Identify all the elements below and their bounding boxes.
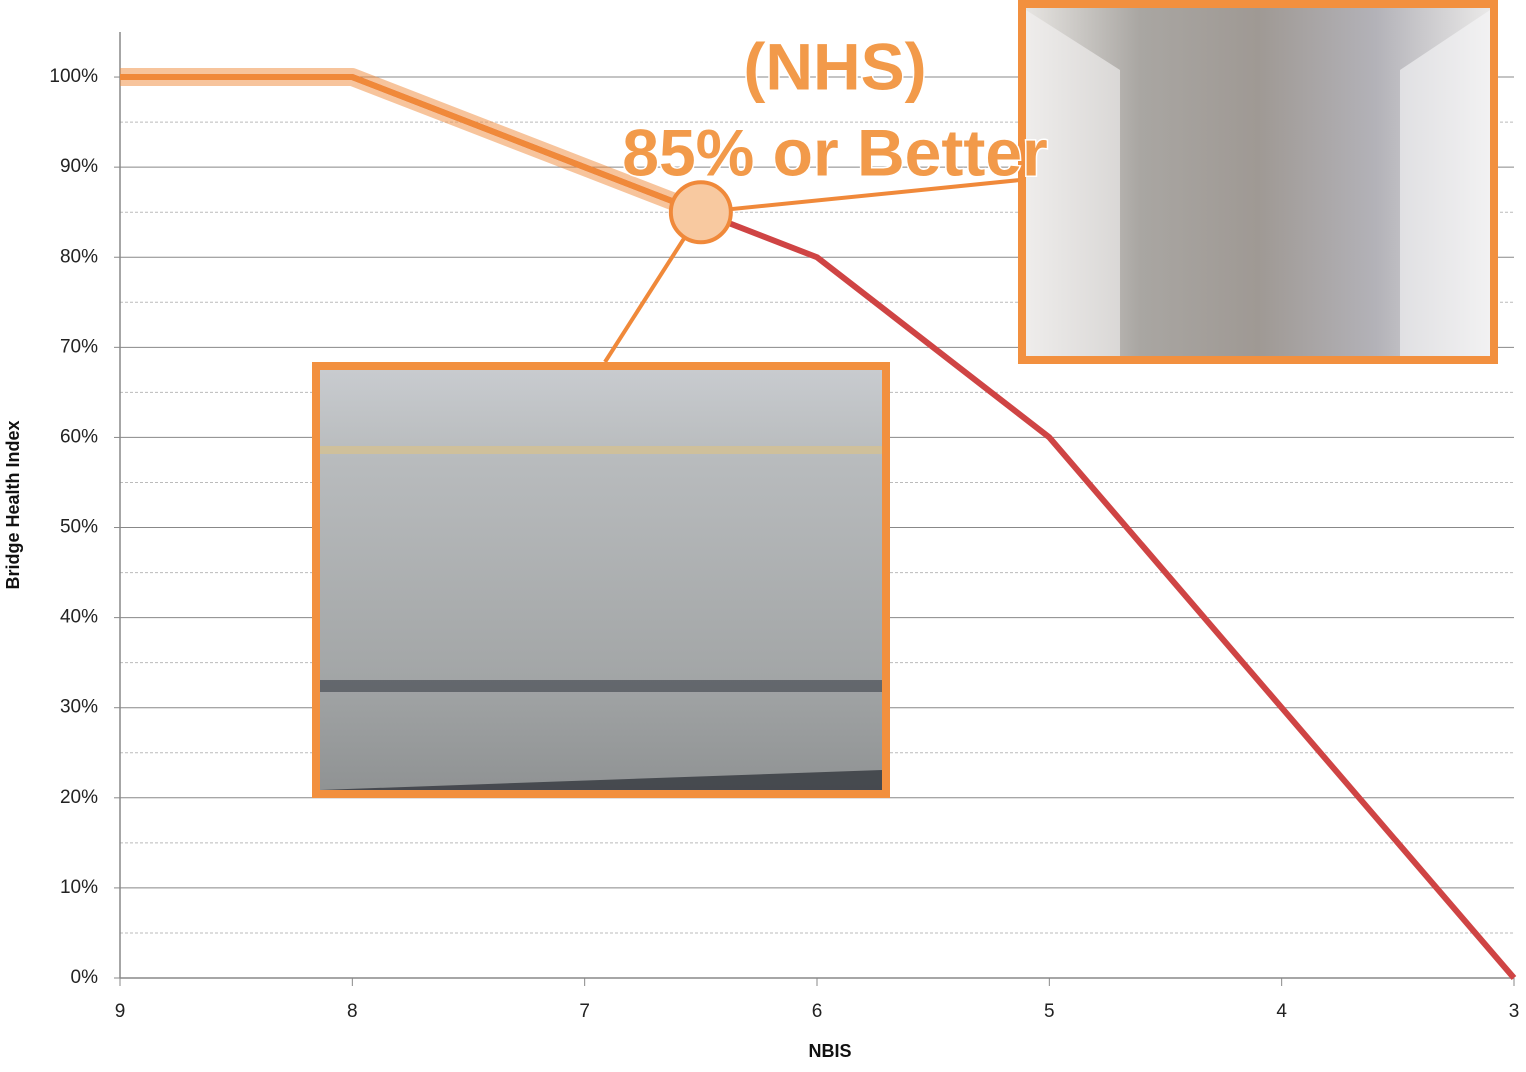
photo-detail — [320, 680, 882, 692]
y-axis-title: Bridge Health Index — [3, 420, 23, 589]
y-tick-label: 50% — [60, 517, 98, 538]
y-tick-label: 80% — [60, 246, 98, 267]
y-tick-label: 100% — [49, 66, 98, 87]
photo-deck — [312, 362, 890, 798]
photo-girder — [1018, 0, 1498, 364]
x-tick-label: 9 — [115, 1001, 126, 1022]
annotation: (NHS) — [743, 29, 926, 103]
y-tick-label: 20% — [60, 787, 98, 808]
y-tick-label: 90% — [60, 156, 98, 177]
x-tick-label: 3 — [1509, 1001, 1520, 1022]
y-tick-label: 30% — [60, 697, 98, 718]
y-tick-label: 60% — [60, 426, 98, 447]
y-tick-label: 40% — [60, 607, 98, 628]
x-tick-label: 4 — [1276, 1001, 1287, 1022]
x-axis-title: NBIS — [808, 1041, 851, 1061]
x-tick-label: 8 — [347, 1001, 358, 1022]
photo-detail — [1026, 10, 1120, 356]
y-tick-label: 10% — [60, 877, 98, 898]
x-tick-label: 5 — [1044, 1001, 1055, 1022]
photo-detail — [320, 446, 882, 454]
y-tick-label: 70% — [60, 336, 98, 357]
highlight-line — [120, 74, 702, 215]
photo-detail — [320, 770, 882, 790]
highlight-marker — [668, 180, 733, 245]
photo-detail — [1400, 10, 1490, 356]
annotation: 85% or Better — [622, 115, 1048, 189]
callout-line — [700, 178, 1021, 215]
x-tick-label: 7 — [579, 1001, 590, 1022]
x-tick-label: 6 — [812, 1001, 823, 1022]
y-tick-label: 0% — [71, 967, 99, 988]
photo-frame — [312, 362, 890, 798]
